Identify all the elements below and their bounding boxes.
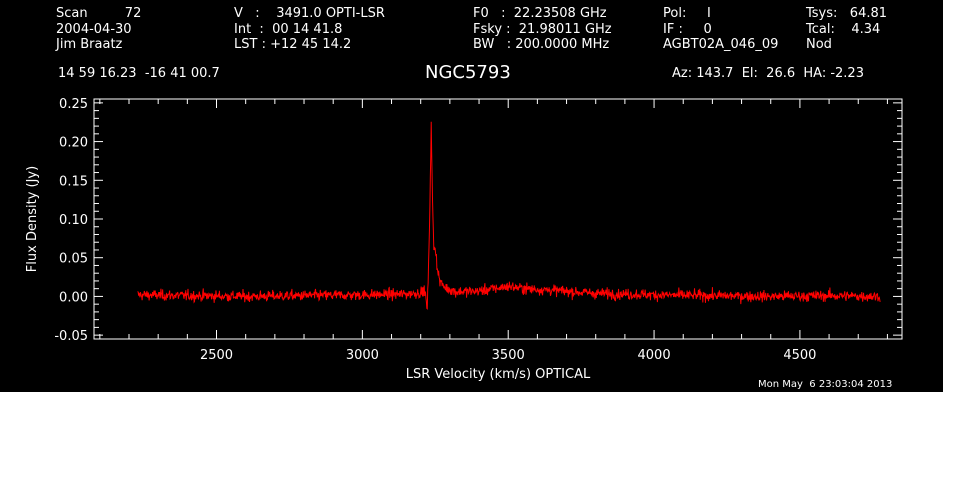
header-if: IF : 0 — [663, 22, 712, 37]
header-velocity: V : 3491.0 OPTI-LSR — [234, 6, 385, 21]
x-tick-label: 3500 — [492, 348, 525, 363]
spectrum-chart: 2500 3000 3500 4000 4500 -0.05 0.00 0.05 0.10 0.1… — [25, 97, 903, 382]
header-tsys: Tsys: 64.81 — [806, 6, 888, 21]
header-integration: Int : 00 14 41.8 — [234, 22, 343, 37]
y-tick-label: 0.15 — [59, 174, 88, 189]
header-az-el-ha: Az: 143.7 El: 26.6 HA: -2.23 — [672, 66, 864, 81]
header-bandwidth: BW : 200.0000 MHz — [473, 37, 610, 52]
header-tcal: Tcal: 4.34 — [806, 22, 881, 37]
axis-ticks: 2500 3000 3500 4000 4500 -0.05 0.00 0.05 0.10 0.1… — [54, 97, 902, 363]
y-tick-label: 0.00 — [59, 290, 88, 305]
x-tick-label: 4500 — [783, 348, 816, 363]
y-tick-label: -0.05 — [54, 329, 88, 344]
x-tick-label: 3000 — [346, 348, 379, 363]
y-tick-label: 0.05 — [59, 252, 88, 267]
header-procedure: Nod — [806, 37, 832, 52]
y-tick-label: 0.10 — [59, 213, 88, 228]
source-name: NGC5793 — [425, 62, 511, 83]
plot-timestamp: Mon May 6 23:03:04 2013 — [758, 379, 893, 390]
header-sky-frequency: Fsky : 21.98011 GHz — [473, 22, 612, 37]
y-tick-label: 0.25 — [59, 97, 88, 112]
spectrum-trace — [137, 121, 881, 310]
header-polarization: Pol: I — [663, 6, 711, 21]
header-coordinates: 14 59 16.23 -16 41 00.7 — [58, 66, 220, 81]
spectrum-line — [137, 121, 881, 310]
header-scan: Scan 72 — [56, 6, 142, 21]
header-date: 2004-04-30 — [56, 22, 132, 37]
y-tick-label: 0.20 — [59, 136, 88, 151]
header-lst: LST : +12 45 14.2 — [234, 37, 352, 52]
x-axis-label: LSR Velocity (km/s) OPTICAL — [406, 367, 591, 382]
y-axis-label: Flux Density (Jy) — [25, 166, 40, 272]
header-rest-frequency: F0 : 22.23508 GHz — [473, 6, 607, 21]
header-project: AGBT02A_046_09 — [663, 37, 779, 52]
x-tick-label: 4000 — [638, 348, 671, 363]
spectrum-panel: Scan 72 2004-04-30 Jim Braatz V : 3491.0… — [0, 0, 943, 392]
plot-frame — [93, 98, 903, 340]
x-tick-label: 2500 — [200, 348, 233, 363]
header-observer: Jim Braatz — [56, 37, 123, 52]
